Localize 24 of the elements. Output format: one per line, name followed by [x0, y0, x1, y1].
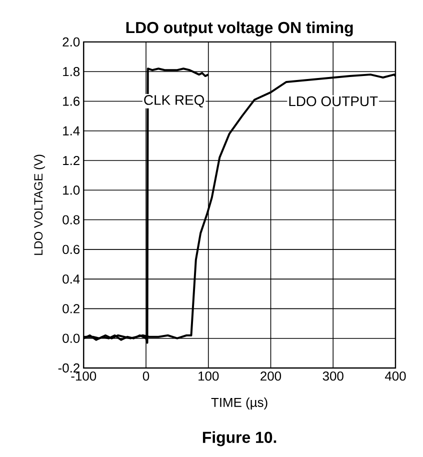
chart-title: LDO output voltage ON timing: [126, 22, 353, 36]
y-tick-label: 1.8: [63, 67, 80, 76]
y-tick-label: 2.0: [62, 37, 80, 47]
y-tick-label: -0.2: [58, 363, 80, 373]
y-tick-label: 1.4: [63, 126, 80, 136]
series-label: LDO OUTPUT: [289, 96, 378, 106]
caption: Figure 10.: [202, 431, 276, 446]
x-tick-label: 200: [260, 371, 282, 381]
y-tick-label: 0.4: [62, 274, 80, 284]
x-tick-label: 100: [198, 371, 219, 381]
x-tick-label: 300: [322, 371, 344, 381]
y-tick-label: 0.0: [62, 334, 80, 343]
x-axis-title: TIME (µs): [211, 397, 268, 410]
y-tick-label: 0.6: [62, 244, 80, 254]
y-axis-title: LDO VOLTAGE (V): [34, 154, 45, 255]
y-tick-label: 1.2: [63, 156, 80, 166]
x-tick-label: 400: [384, 371, 406, 381]
series-label: CLK REQ: [144, 95, 204, 108]
y-tick-label: 0.2: [62, 304, 80, 314]
y-tick-label: 0.8: [62, 215, 80, 224]
y-tick-label: 1.6: [63, 96, 80, 106]
x-tick-label: 0: [142, 371, 150, 381]
y-tick-label: 1.0: [63, 186, 80, 195]
x-tick-label: -100: [71, 371, 96, 381]
